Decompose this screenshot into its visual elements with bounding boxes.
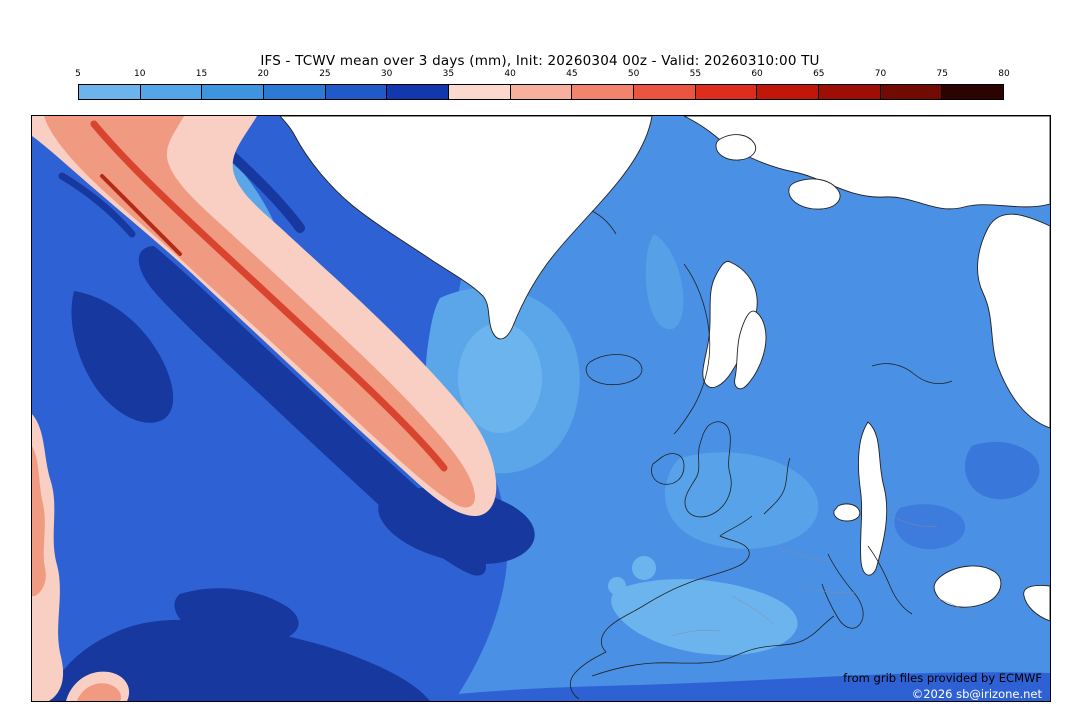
colorbar-tick-label: 70 <box>874 69 887 79</box>
norway-coast <box>673 263 711 435</box>
colorbar-tick-label: 50 <box>627 69 640 79</box>
credit-ecmwf: from grib files provided by ECMWF <box>843 671 1042 685</box>
colorbar-segment <box>510 85 573 99</box>
colorbar-segment <box>695 85 758 99</box>
salmon-band <box>44 116 476 508</box>
colorbar-ticks: 5 10 15 20 25 30 35 40 45 50 55 60 65 70 75 80 <box>75 69 1010 81</box>
scandinavia-highlands <box>702 260 758 388</box>
colorbar-tick-label: 60 <box>751 69 763 79</box>
colorbar-tick-label: 55 <box>689 69 702 79</box>
colorbar-segment <box>325 85 388 99</box>
colorbar-tick-label: 30 <box>380 69 393 79</box>
colorbar-segment <box>634 85 696 99</box>
tcwv-map-svg: from grib files provided by ECMWF ©2026 … <box>32 116 1050 701</box>
colorbar-segment <box>880 85 943 99</box>
colorbar-tick-label: 80 <box>998 69 1010 79</box>
italy-coast <box>821 553 864 629</box>
colorbar-tick-label: 15 <box>195 69 208 79</box>
coastlines <box>569 210 976 700</box>
red-streak <box>90 120 448 472</box>
europe-light-patch <box>664 452 819 549</box>
colorbar-segment <box>264 85 326 99</box>
landmasses <box>279 116 1050 622</box>
map-canvas: from grib files provided by ECMWF ©2026 … <box>31 115 1051 702</box>
ireland-coast <box>651 453 685 485</box>
baltic-white-strip <box>858 421 888 576</box>
mediterranean-light <box>611 579 798 656</box>
credit-copyright: ©2026 sb@irizone.net <box>912 687 1043 701</box>
colorbar <box>78 84 1004 100</box>
colorbar-tick-label: 75 <box>936 69 948 79</box>
colorbar-tick-label: 35 <box>442 69 455 79</box>
colorbar-tick-label: 10 <box>133 69 146 79</box>
colorbar-tick-label: 40 <box>504 69 516 79</box>
greenland-landmass <box>279 116 653 340</box>
dry-air-band <box>32 116 497 701</box>
colorbar-segment <box>140 85 203 99</box>
colorbar-segment <box>572 85 635 99</box>
black-sea-white <box>933 565 1002 608</box>
map-credits: from grib files provided by ECMWF ©2026 … <box>843 671 1042 701</box>
colorbar-segment <box>449 85 511 99</box>
britain-coast <box>684 421 732 518</box>
page-title: IFS - TCWV mean over 3 days (mm), Init: … <box>260 53 820 69</box>
colorbar-tick-label: 20 <box>257 69 269 79</box>
colorbar-tick-label: 65 <box>813 69 825 79</box>
bottom-royal-band <box>392 672 1050 701</box>
colorbar-segment <box>757 85 820 99</box>
colorbar-tick-label: 45 <box>566 69 578 79</box>
colorbar-segment <box>819 85 881 99</box>
mediterranean-coast <box>591 615 835 677</box>
iceland-coast <box>585 354 643 386</box>
russia-landmass <box>977 213 1050 429</box>
colorbar-tick-label: 25 <box>319 69 331 79</box>
colorbar-segment <box>942 85 1004 99</box>
colorbar-segment <box>79 85 141 99</box>
europe-west-coast <box>569 515 753 700</box>
colorbar-tick-label: 5 <box>75 69 81 79</box>
alps-white <box>833 503 861 522</box>
norwegian-sea-light <box>645 234 684 330</box>
arctic-landmass <box>683 116 1050 210</box>
southwest-navy-mass <box>46 619 430 701</box>
colorbar-segment <box>387 85 450 99</box>
colorbar-segment <box>202 85 265 99</box>
